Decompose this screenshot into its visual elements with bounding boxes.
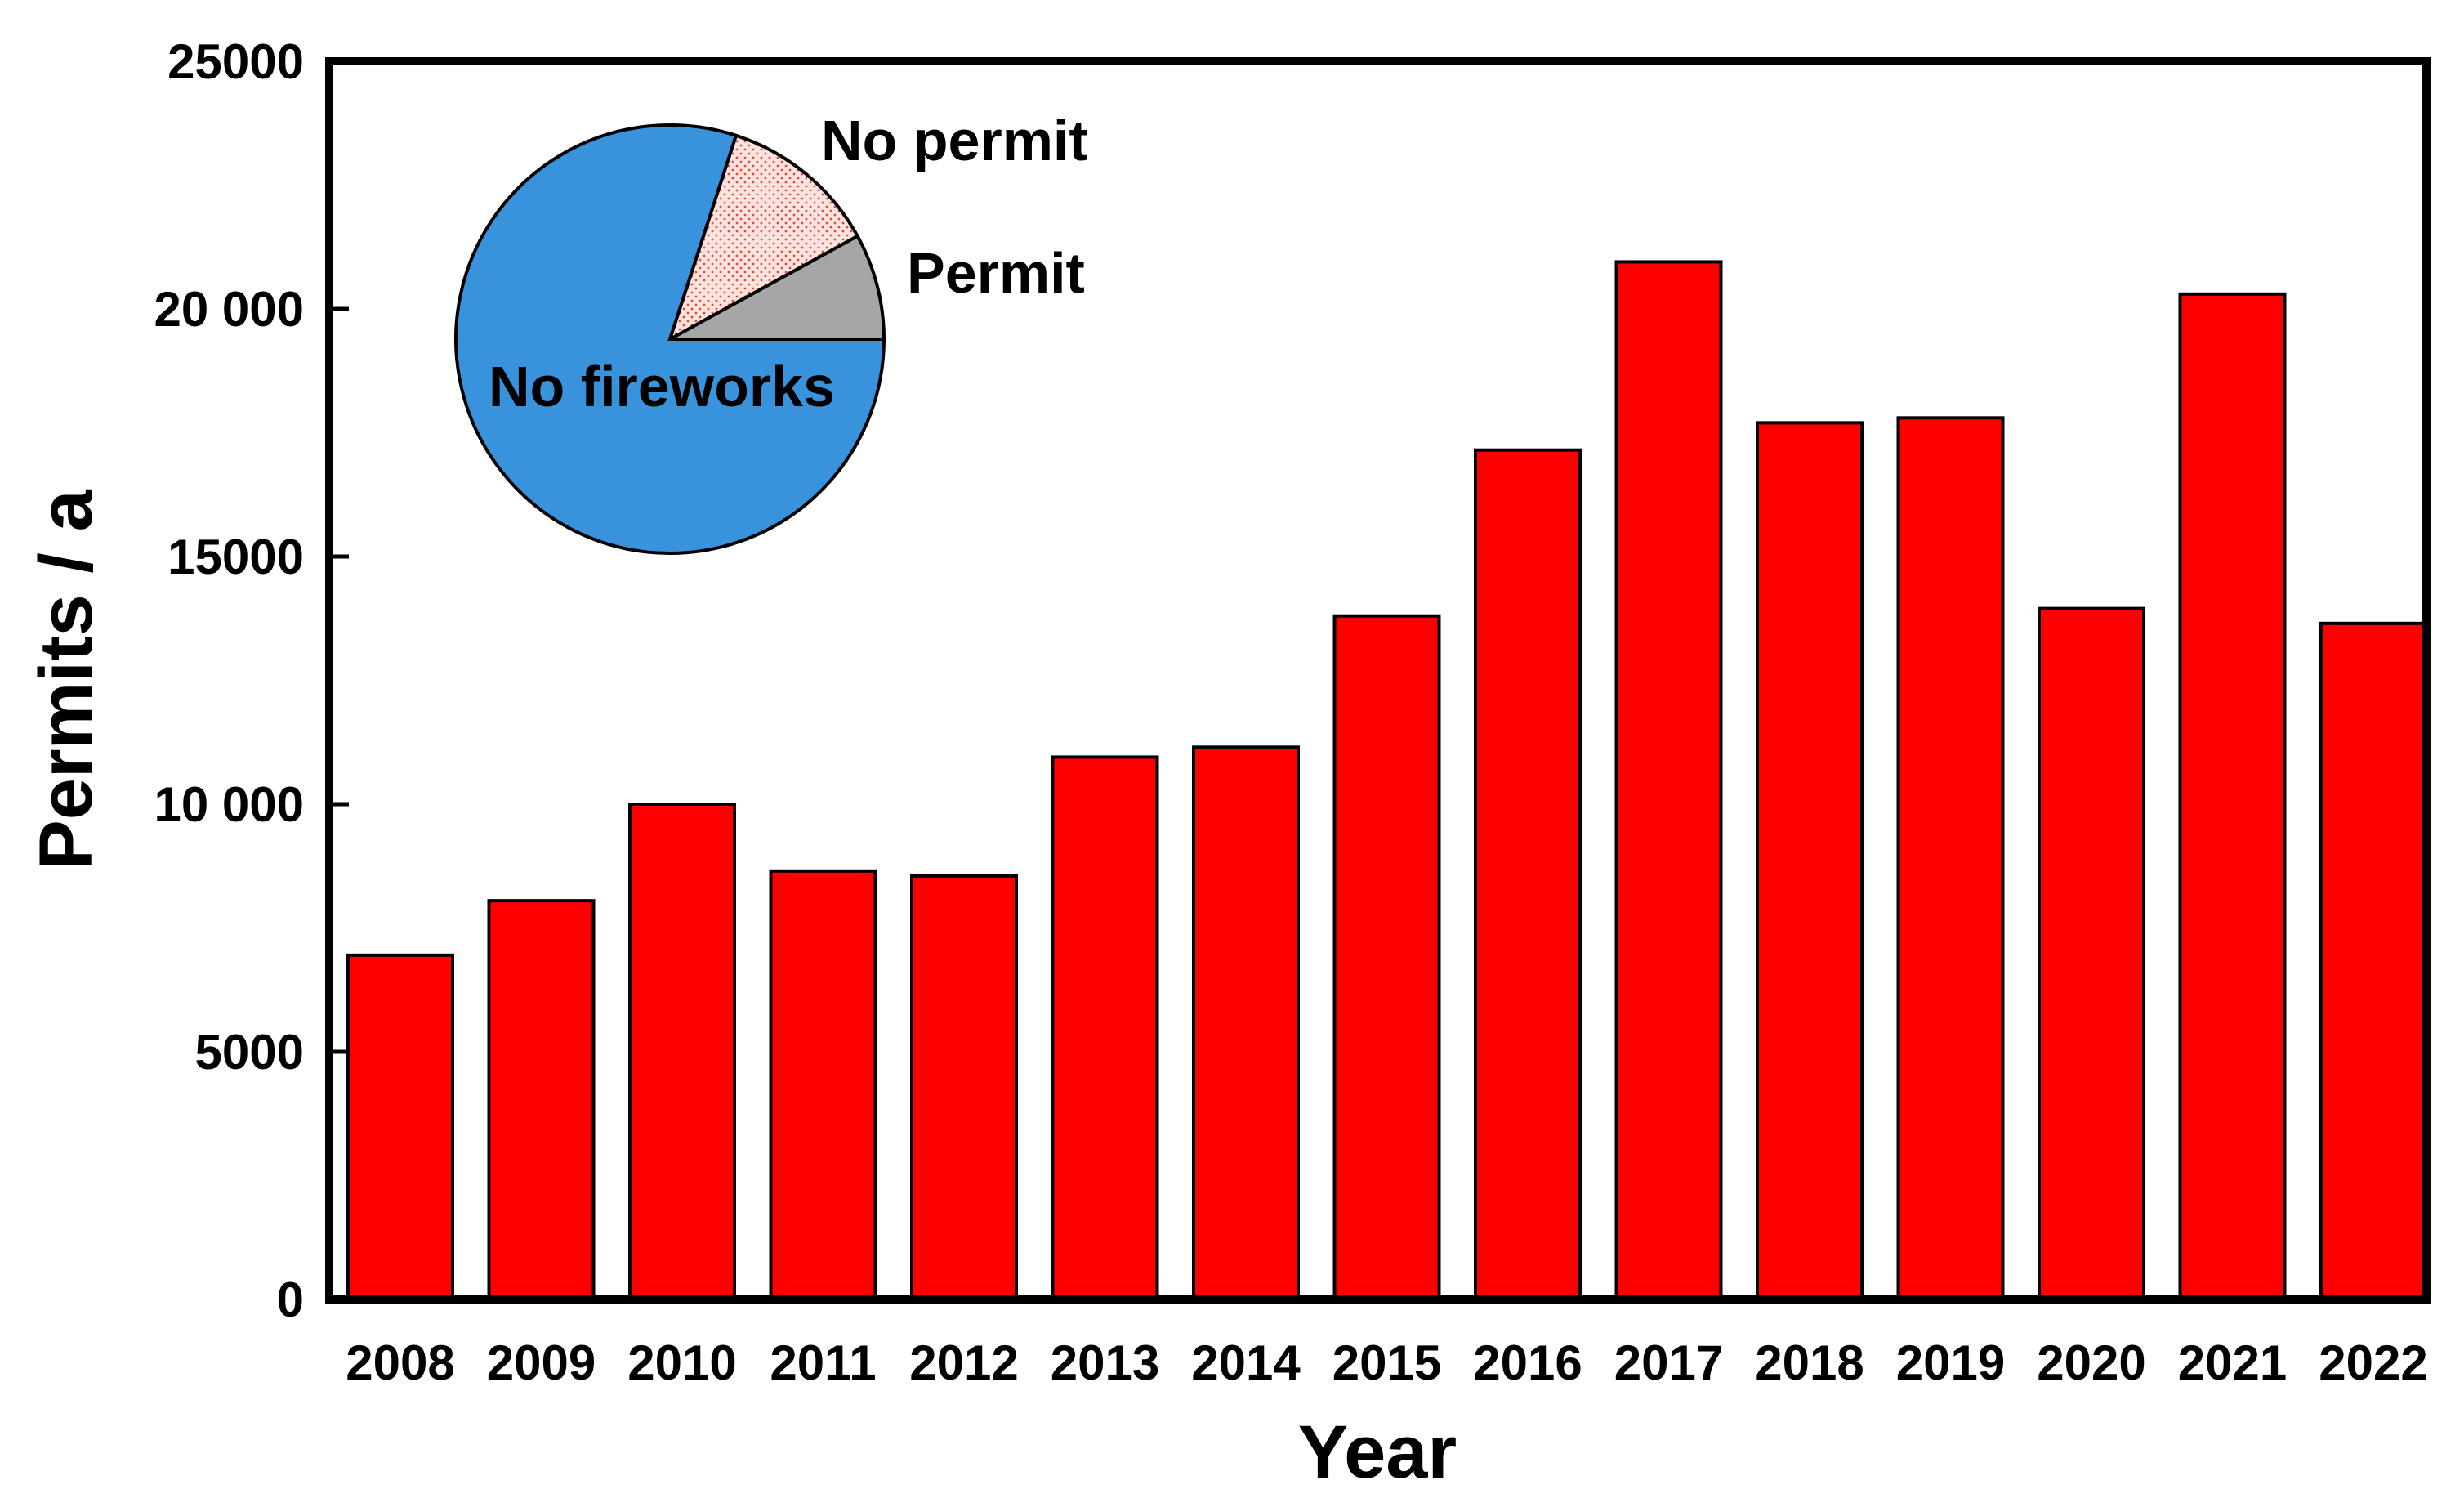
y-tick-label-5000: 5000 [195,1025,304,1080]
pie-label-no-fireworks: No fireworks [489,355,835,418]
pie-slice-no-permit [667,133,860,343]
x-tick-label-2018: 2018 [1755,1335,1864,1390]
inset-pie-chart: Permit No permit No fireworks [454,109,1088,555]
x-tick-label-2011: 2011 [770,1335,876,1390]
plot-area-frame [325,57,2431,1304]
x-tick-label-2017: 2017 [1614,1335,1723,1390]
y-tick-label-15000: 15000 [167,530,304,584]
pie-label-permit: Permit [907,241,1085,305]
x-tick-label-2015: 2015 [1332,1335,1441,1390]
x-tick-label-2010: 2010 [627,1335,736,1390]
x-tick-label-2009: 2009 [487,1335,596,1390]
x-tick-label-2020: 2020 [2037,1335,2145,1390]
bar-2022 [2319,621,2427,1301]
bar-2020 [2038,606,2145,1301]
x-tick-label-2016: 2016 [1473,1335,1582,1390]
x-tick-label-2014: 2014 [1191,1335,1301,1390]
pie-slice-no-fireworks [454,123,886,555]
y-tick-label-10000: 10 000 [154,777,304,832]
pie-slice-permit [669,234,886,341]
y-axis-title: Permits / a [25,490,108,870]
y-tick-label-25000: 25000 [167,34,304,89]
y-axis-ticks: 0 5000 10 000 15000 20 000 25000 [154,34,349,1327]
bar-2008 [346,953,454,1301]
bar-2021 [2178,292,2287,1302]
bar-2017 [1614,260,1723,1301]
bar-2012 [910,874,1018,1301]
bar-2010 [628,803,736,1301]
bar-2009 [487,899,596,1302]
x-tick-label-2022: 2022 [2319,1335,2427,1390]
x-axis-title: Year [1298,1411,1457,1494]
x-axis-ticks: 2008 2009 2010 2011 2012 2013 2014 2015 2016 2017… [346,1335,2427,1390]
bar-2016 [1474,448,1582,1302]
bar-2011 [769,869,877,1302]
x-tick-label-2012: 2012 [909,1335,1018,1390]
y-tick-label-0: 0 [277,1272,304,1327]
bar-2014 [1192,745,1300,1301]
bars-group [346,260,2427,1302]
y-tick-label-20000: 20 000 [154,282,304,337]
bar-2019 [1896,416,2005,1302]
x-tick-label-2008: 2008 [346,1335,454,1390]
x-tick-label-2019: 2019 [1896,1335,2005,1390]
x-tick-label-2021: 2021 [2178,1335,2287,1390]
pie-label-no-permit: No permit [821,109,1088,172]
bar-2013 [1051,755,1159,1301]
x-tick-label-2013: 2013 [1051,1335,1159,1390]
bar-2018 [1756,421,1864,1301]
bar-2015 [1332,614,1441,1301]
